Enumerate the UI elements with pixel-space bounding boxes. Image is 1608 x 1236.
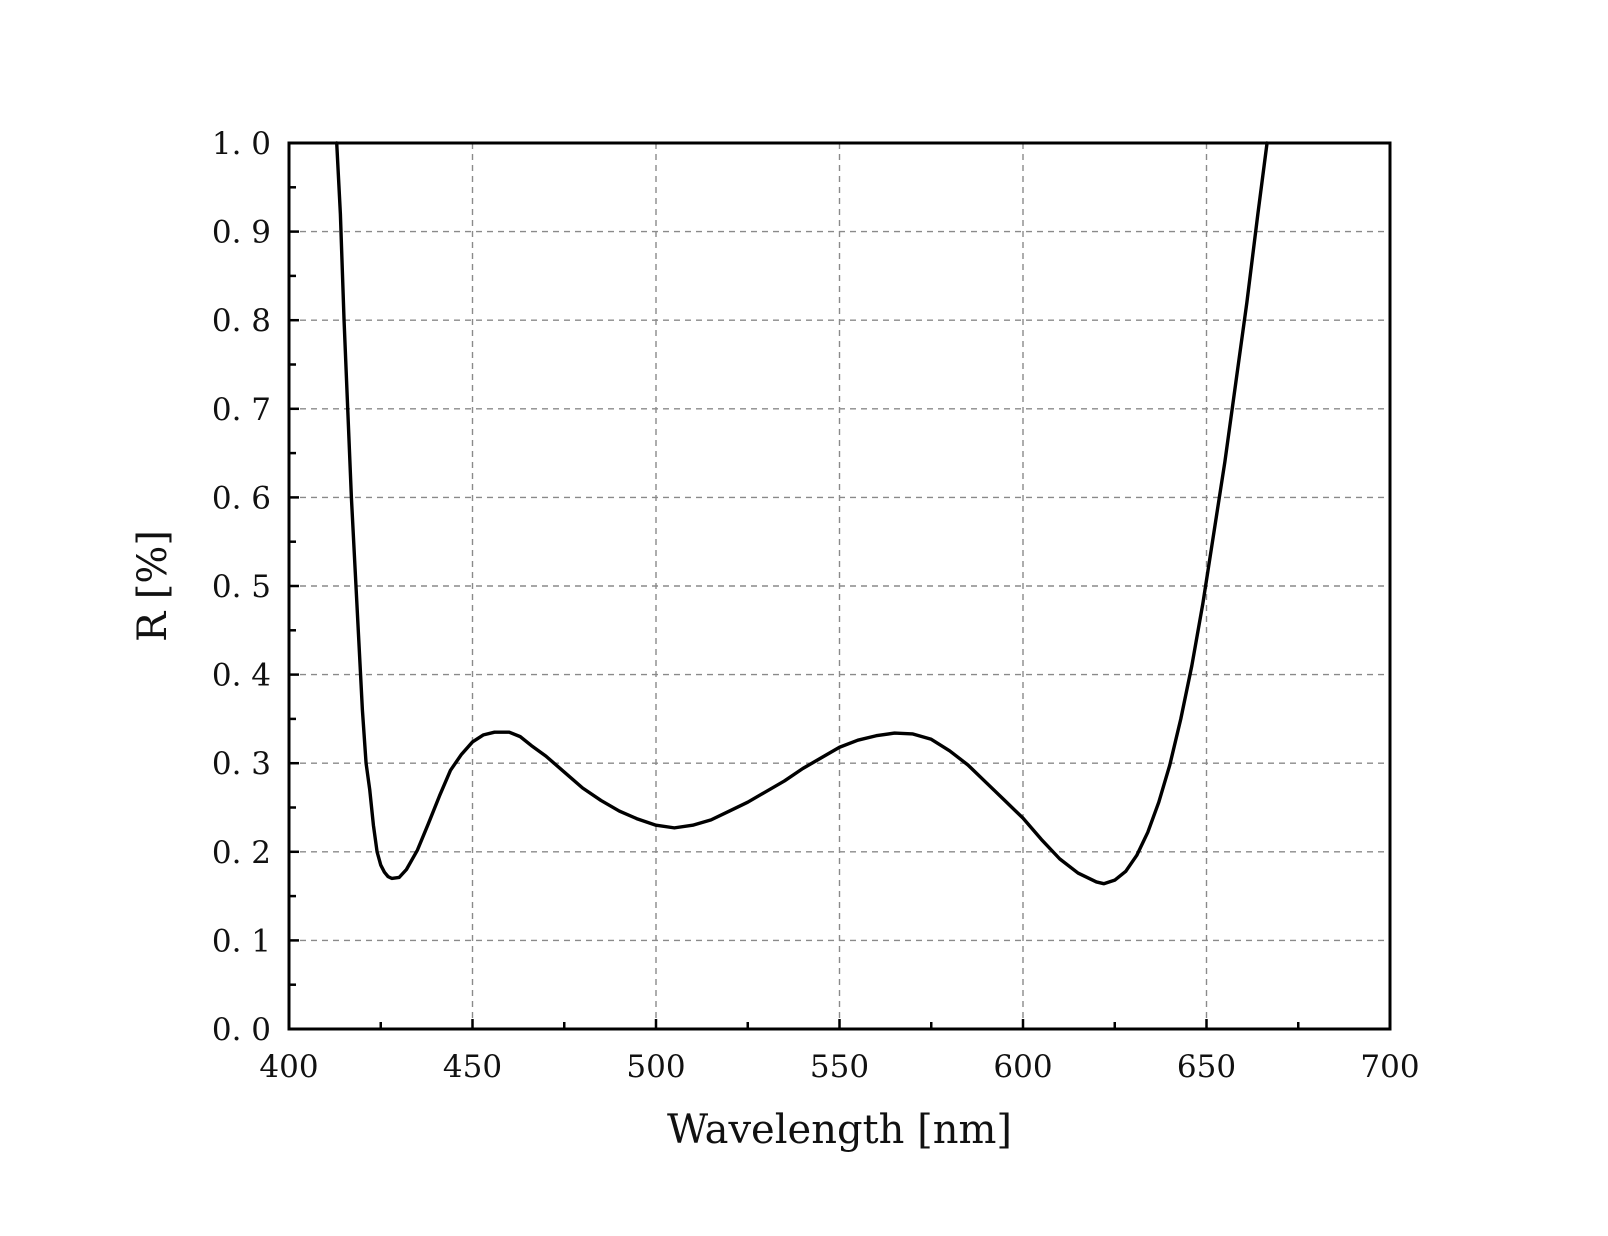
x-tick-label: 500 [626,1049,685,1085]
minor-ticks [289,186,1300,1029]
x-tick-label: 550 [810,1049,869,1085]
data-layer [335,141,1269,886]
y-tick-label: 0. 7 [212,392,271,428]
y-axis-title: R [%] [130,530,176,642]
y-tick-label: 0. 3 [212,746,271,782]
grid-lines [289,143,1390,1029]
x-axis-title: Wavelength [nm] [667,1107,1012,1153]
y-tick-label: 1. 0 [212,126,271,162]
y-tick-label: 0. 0 [212,1012,271,1048]
y-tick-label: 0. 9 [212,215,271,251]
x-tick-label: 700 [1360,1049,1419,1085]
x-tick-label: 450 [443,1049,502,1085]
y-tick-label: 0. 1 [212,923,271,959]
y-tick-labels: 0. 0 0. 1 0. 2 0. 3 0. 4 0. 5 0. 6 0. 7 0. 8 0. 9… [212,126,271,1048]
y-tick-label: 0. 4 [212,658,271,694]
y-tick-label: 0. 6 [212,480,271,516]
y-tick-label: 0. 2 [212,835,271,871]
y-tick-label: 0. 8 [212,303,271,339]
x-tick-label: 600 [993,1049,1052,1085]
y-tick-label: 0. 5 [212,569,271,605]
x-tick-label: 650 [1177,1049,1236,1085]
x-tick-label: 400 [259,1049,318,1085]
reflectance-curve [335,141,1269,886]
x-tick-labels: 400 450 500 550 600 650 700 [259,1049,1419,1085]
plot-frame [287,141,1392,1031]
